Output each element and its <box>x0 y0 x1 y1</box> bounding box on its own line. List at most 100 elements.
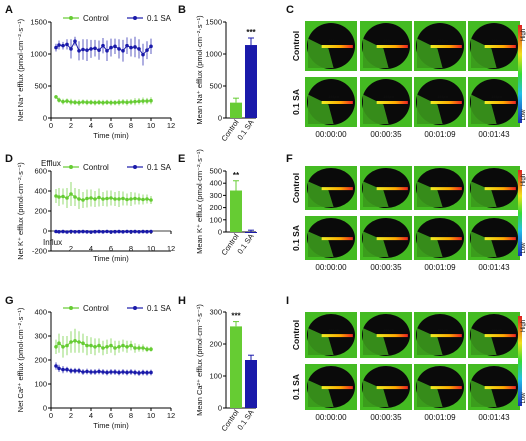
image-tile: 100μm <box>360 21 412 71</box>
data-point <box>97 229 101 234</box>
data-point <box>133 99 137 104</box>
data-point <box>129 45 133 50</box>
scale-bar <box>321 101 353 104</box>
data-point <box>109 230 113 234</box>
image-tile: 100μm <box>305 312 357 358</box>
bar <box>230 102 242 118</box>
data-point <box>81 370 85 374</box>
image-tile: 100μm <box>360 364 412 410</box>
y-tick-label: 500 <box>209 167 222 176</box>
legend-label: 0.1 SA <box>147 304 172 313</box>
panel-label-b: B <box>178 4 186 16</box>
time-label: 00:00:00 <box>315 130 347 139</box>
scale-bar <box>430 386 462 390</box>
image-tile: 100μm <box>360 216 412 260</box>
data-point <box>65 42 69 47</box>
y-tick-label: 1500 <box>30 18 47 27</box>
x-tick-label: 10 <box>147 411 155 420</box>
scale-bar <box>430 101 462 104</box>
data-point <box>105 229 109 234</box>
x-tick-label: 6 <box>109 121 113 130</box>
y-tick-label: 500 <box>34 82 47 91</box>
data-point <box>125 345 129 349</box>
data-point <box>125 229 129 234</box>
scale-text: 100μm <box>491 181 502 185</box>
panel-label-f: F <box>286 153 293 165</box>
data-point <box>113 197 117 201</box>
data-point <box>149 44 153 49</box>
data-point <box>101 346 105 350</box>
scale-text: 100μm <box>491 95 502 99</box>
scale-text: 100μm <box>328 95 339 99</box>
legend-label: Control <box>83 304 109 313</box>
data-point <box>117 345 121 349</box>
scale-bar <box>484 386 516 390</box>
data-point <box>105 100 109 105</box>
time-label: 00:01:43 <box>478 130 510 139</box>
root-tissue <box>471 380 497 407</box>
time-label: 00:00:35 <box>370 263 402 272</box>
data-point <box>149 98 153 103</box>
data-point <box>85 196 89 201</box>
data-point <box>57 195 61 199</box>
root-tissue <box>363 380 389 407</box>
series-sa <box>54 362 153 376</box>
data-point <box>69 100 73 104</box>
data-point <box>137 230 141 234</box>
data-point <box>69 192 73 196</box>
time-label: 00:01:43 <box>478 413 510 422</box>
x-tick-label: 12 <box>167 411 175 420</box>
y-tick-label: 400 <box>209 179 222 188</box>
scale-bar <box>376 187 408 191</box>
data-point <box>81 229 85 234</box>
row-label: 0.1 SA <box>291 89 301 115</box>
x-tick-label: 12 <box>167 244 175 253</box>
scale-text: 100μm <box>491 39 502 43</box>
scale-text: 100μm <box>328 39 339 43</box>
data-point <box>101 100 105 105</box>
colorbar-high-label: High <box>521 174 526 186</box>
root-tissue <box>417 94 443 124</box>
time-label: 00:00:35 <box>370 130 402 139</box>
scale-bar <box>484 334 516 338</box>
legend-label: 0.1 SA <box>147 163 172 172</box>
data-point <box>97 100 101 105</box>
data-point <box>69 369 73 373</box>
data-point <box>129 229 133 234</box>
line-chart-na: 0 500 1000 1500 0 2 4 6 8 10 12 Time (min) Net Na⁺ e… <box>16 14 175 140</box>
data-point <box>89 370 93 374</box>
data-point <box>121 230 125 234</box>
scale-bar <box>484 101 516 104</box>
data-point <box>117 100 121 105</box>
y-axis-label: Net Na⁺ efflux (pmol·cm⁻²·s⁻¹) <box>16 18 25 121</box>
x-tick-label: 10 <box>147 244 155 253</box>
series-sa <box>54 229 153 234</box>
time-label: 00:01:09 <box>424 263 456 272</box>
data-point <box>97 48 101 52</box>
y-tick-label: 0 <box>43 404 47 413</box>
panel-label-a: A <box>5 4 13 16</box>
x-axis-label: Time (min) <box>93 254 129 263</box>
data-point <box>149 370 153 375</box>
root-tissue <box>417 181 443 207</box>
data-point <box>105 196 109 201</box>
data-point <box>61 367 65 372</box>
scale-text: 100μm <box>491 380 502 384</box>
bar-chart-ca_bar: 0 100 200 300 Mean Ca²⁺ efflux (pmol·cm⁻²·s⁻… <box>195 304 257 433</box>
image-tile: 100μm <box>305 216 357 260</box>
scale-text: 100μm <box>491 231 502 235</box>
data-point <box>121 196 125 201</box>
data-point <box>77 229 81 234</box>
scale-bar <box>484 187 516 191</box>
data-point <box>93 370 97 374</box>
y-tick-label: -200 <box>32 247 47 256</box>
data-point <box>69 47 73 51</box>
image-tile: 100μm <box>468 364 520 410</box>
data-point <box>105 370 109 375</box>
data-point <box>117 47 121 51</box>
data-point <box>54 229 58 234</box>
image-tile: 100μm <box>414 77 466 127</box>
y-tick-label: 1500 <box>205 18 222 27</box>
data-point <box>117 197 121 201</box>
